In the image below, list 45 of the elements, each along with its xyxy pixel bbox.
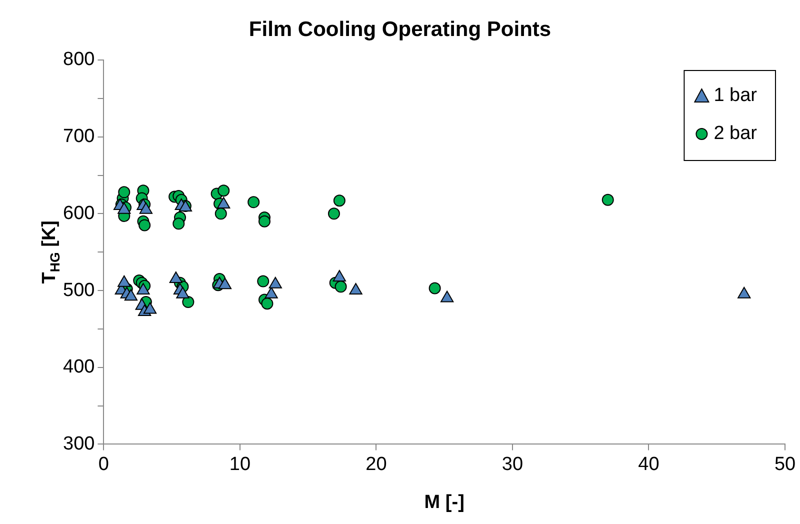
point: [328, 208, 340, 220]
point: [124, 289, 138, 301]
y-tick-label: 700: [63, 126, 95, 148]
point: [218, 184, 230, 197]
point: [257, 275, 270, 288]
point: [349, 283, 362, 295]
y-tick-label: 800: [63, 49, 95, 70]
point: [268, 276, 282, 288]
point: [138, 219, 151, 232]
y-tick-label: 500: [63, 280, 95, 301]
x-tick-label: 50: [774, 454, 796, 475]
point: [136, 283, 150, 295]
point: [258, 215, 270, 228]
point: [333, 194, 346, 207]
point: [428, 282, 441, 294]
chart-title: Film Cooling Operating Points: [248, 18, 552, 41]
x-tick-label: 10: [229, 454, 251, 475]
x-tick-label: 40: [638, 454, 660, 475]
point: [264, 286, 278, 298]
point: [332, 270, 346, 282]
x-tick-label: 20: [366, 454, 387, 475]
point: [261, 298, 274, 310]
point: [602, 194, 614, 206]
legend-label: 2 bar: [714, 123, 758, 144]
point: [118, 186, 130, 198]
y-tick-label: 600: [63, 202, 95, 224]
point: [143, 302, 157, 314]
point: [169, 271, 182, 283]
point: [176, 286, 190, 298]
y-tick-label: 400: [63, 356, 95, 378]
x-tick-label: 30: [502, 454, 524, 475]
point: [334, 280, 347, 293]
point: [440, 290, 454, 302]
point: [118, 275, 131, 287]
y-tick-label: 300: [63, 433, 95, 454]
y-axis-title: THG [K]: [39, 220, 62, 284]
x-axis-title: M [-]: [424, 492, 464, 514]
legend-label: 1 bar: [714, 85, 758, 106]
point: [214, 208, 227, 220]
point: [172, 218, 185, 230]
point: [248, 196, 260, 208]
point: [738, 286, 751, 298]
point: [182, 296, 194, 308]
x-tick-label: 0: [98, 454, 109, 475]
point: [218, 278, 232, 290]
